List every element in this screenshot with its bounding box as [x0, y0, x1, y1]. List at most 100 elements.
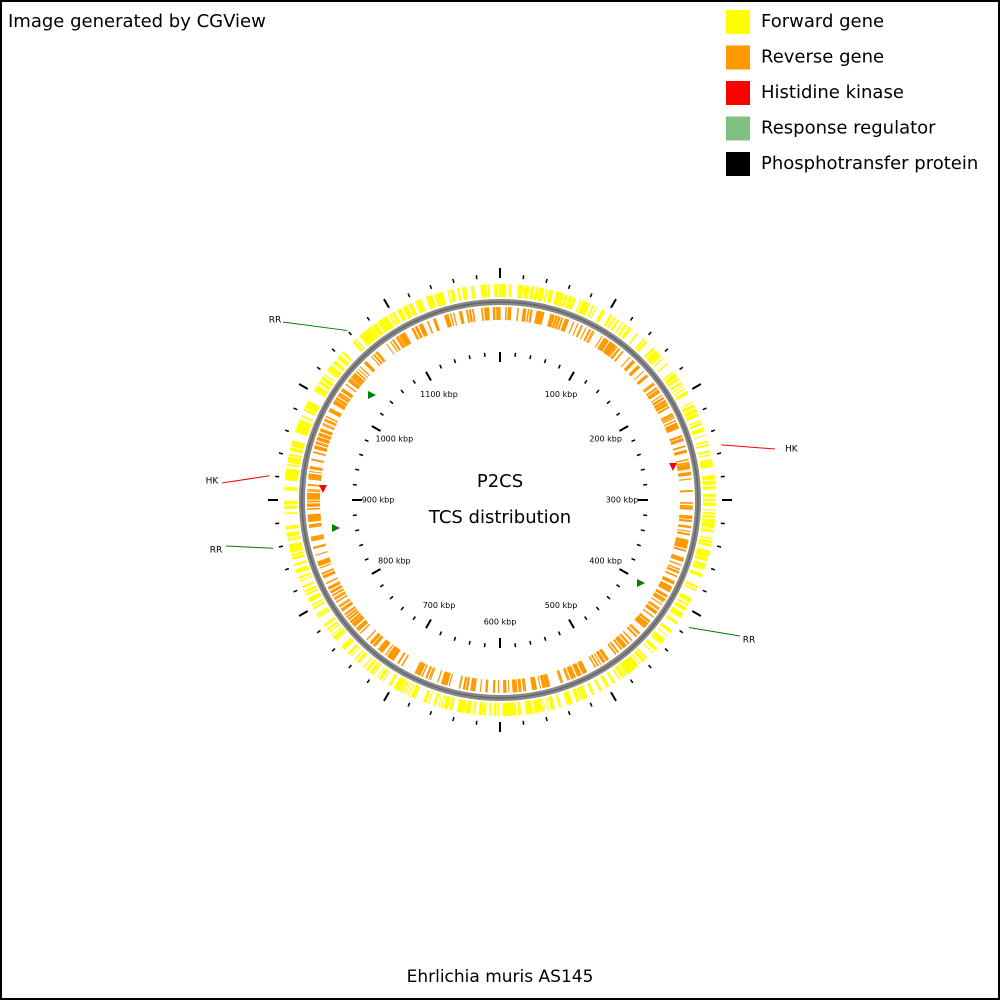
- forward-gene: [332, 628, 345, 639]
- inner-tick: [543, 636, 547, 641]
- legend-label: Reverse gene: [761, 47, 884, 68]
- inner-tick: [355, 529, 360, 532]
- reverse-gene: [674, 543, 688, 549]
- reverse-gene: [308, 474, 322, 479]
- inner-tick: [412, 616, 416, 621]
- forward-gene: [298, 419, 312, 427]
- forward-gene: [285, 475, 299, 479]
- inner-tick: [640, 468, 645, 471]
- forward-gene: [530, 286, 535, 300]
- inner-tick: [529, 355, 532, 360]
- forward-gene: [670, 607, 683, 617]
- reverse-gene: [539, 675, 545, 689]
- tick-label: 900 kbp: [362, 496, 395, 505]
- reverse-gene: [308, 476, 322, 480]
- reverse-gene: [338, 598, 350, 607]
- reverse-gene: [485, 679, 489, 693]
- inner-tick: [355, 468, 360, 471]
- forward-gene: [614, 666, 624, 679]
- center-title: P2CS: [477, 471, 523, 492]
- forward-gene: [586, 304, 595, 318]
- forward-gene: [298, 421, 311, 428]
- forward-gene: [568, 296, 577, 311]
- forward-gene: [693, 434, 707, 440]
- forward-gene: [617, 323, 627, 336]
- reverse-gene: [605, 343, 615, 355]
- reverse-gene: [442, 671, 448, 685]
- inner-tick: [389, 595, 394, 600]
- reverse-gene: [308, 473, 322, 477]
- forward-gene: [326, 369, 339, 379]
- reverse-gene: [417, 662, 425, 675]
- reverse-gene: [415, 661, 423, 675]
- reverse-gene: [675, 458, 689, 463]
- forward-gene: [577, 300, 586, 314]
- reverse-gene: [549, 314, 555, 328]
- inner-tick: [453, 359, 457, 364]
- reverse-gene: [369, 632, 380, 644]
- outer-tick: [691, 383, 702, 390]
- reverse-gene: [674, 541, 688, 546]
- outer-tick: [429, 284, 433, 290]
- reverse-gene: [378, 639, 389, 652]
- forward-gene: [547, 290, 554, 304]
- forward-gene: [576, 686, 585, 701]
- forward-gene: [673, 602, 687, 612]
- reverse-gene: [522, 308, 527, 322]
- reverse-gene: [650, 394, 663, 403]
- reverse-gene: [384, 644, 394, 656]
- forward-gene: [284, 486, 298, 491]
- reverse-gene: [313, 446, 328, 453]
- reverse-gene: [507, 307, 511, 321]
- forward-gene: [329, 365, 342, 376]
- inner-tick: [359, 543, 364, 547]
- reverse-gene: [572, 664, 579, 677]
- forward-gene: [555, 292, 562, 306]
- forward-gene: [684, 409, 698, 418]
- forward-gene: [456, 698, 462, 713]
- inner-tick: [439, 631, 443, 636]
- forward-gene: [422, 689, 429, 703]
- reverse-gene: [645, 386, 658, 397]
- tick-label: 400 kbp: [589, 557, 622, 566]
- forward-gene: [294, 431, 308, 437]
- forward-gene: [285, 471, 299, 476]
- forward-gene: [397, 308, 406, 322]
- reverse-gene: [397, 652, 406, 665]
- reverse-gene: [648, 600, 661, 610]
- forward-gene: [297, 424, 310, 431]
- reverse-gene: [574, 663, 582, 676]
- reverse-gene: [673, 449, 687, 455]
- forward-gene: [287, 537, 301, 542]
- forward-gene: [407, 683, 415, 696]
- reverse-gene: [320, 428, 333, 435]
- forward-gene: [557, 292, 563, 306]
- forward-gene: [332, 361, 345, 372]
- feature-label: HK: [206, 477, 220, 487]
- reverse-gene: [324, 418, 337, 426]
- reverse-gene: [485, 307, 489, 321]
- reverse-gene: [596, 650, 606, 663]
- reverse-gene: [308, 478, 322, 481]
- feature-label: RR: [210, 546, 223, 556]
- forward-gene: [524, 701, 529, 715]
- forward-gene: [291, 441, 305, 448]
- reverse-gene: [479, 679, 483, 693]
- forward-gene: [380, 318, 390, 331]
- reverse-gene: [375, 351, 385, 363]
- outer-tick: [429, 710, 433, 716]
- forward-gene: [549, 696, 556, 710]
- reverse-gene: [628, 364, 640, 376]
- forward-gene: [702, 487, 716, 490]
- reverse-gene: [415, 325, 423, 339]
- forward-gene: [627, 656, 638, 669]
- reverse-gene: [642, 608, 654, 618]
- reverse-gene: [655, 589, 668, 598]
- forward-gene: [305, 404, 319, 412]
- forward-gene: [600, 676, 608, 688]
- forward-gene: [366, 328, 377, 341]
- forward-gene: [305, 588, 319, 596]
- forward-gene: [297, 422, 311, 430]
- reverse-gene: [452, 312, 458, 326]
- reverse-gene: [678, 524, 692, 529]
